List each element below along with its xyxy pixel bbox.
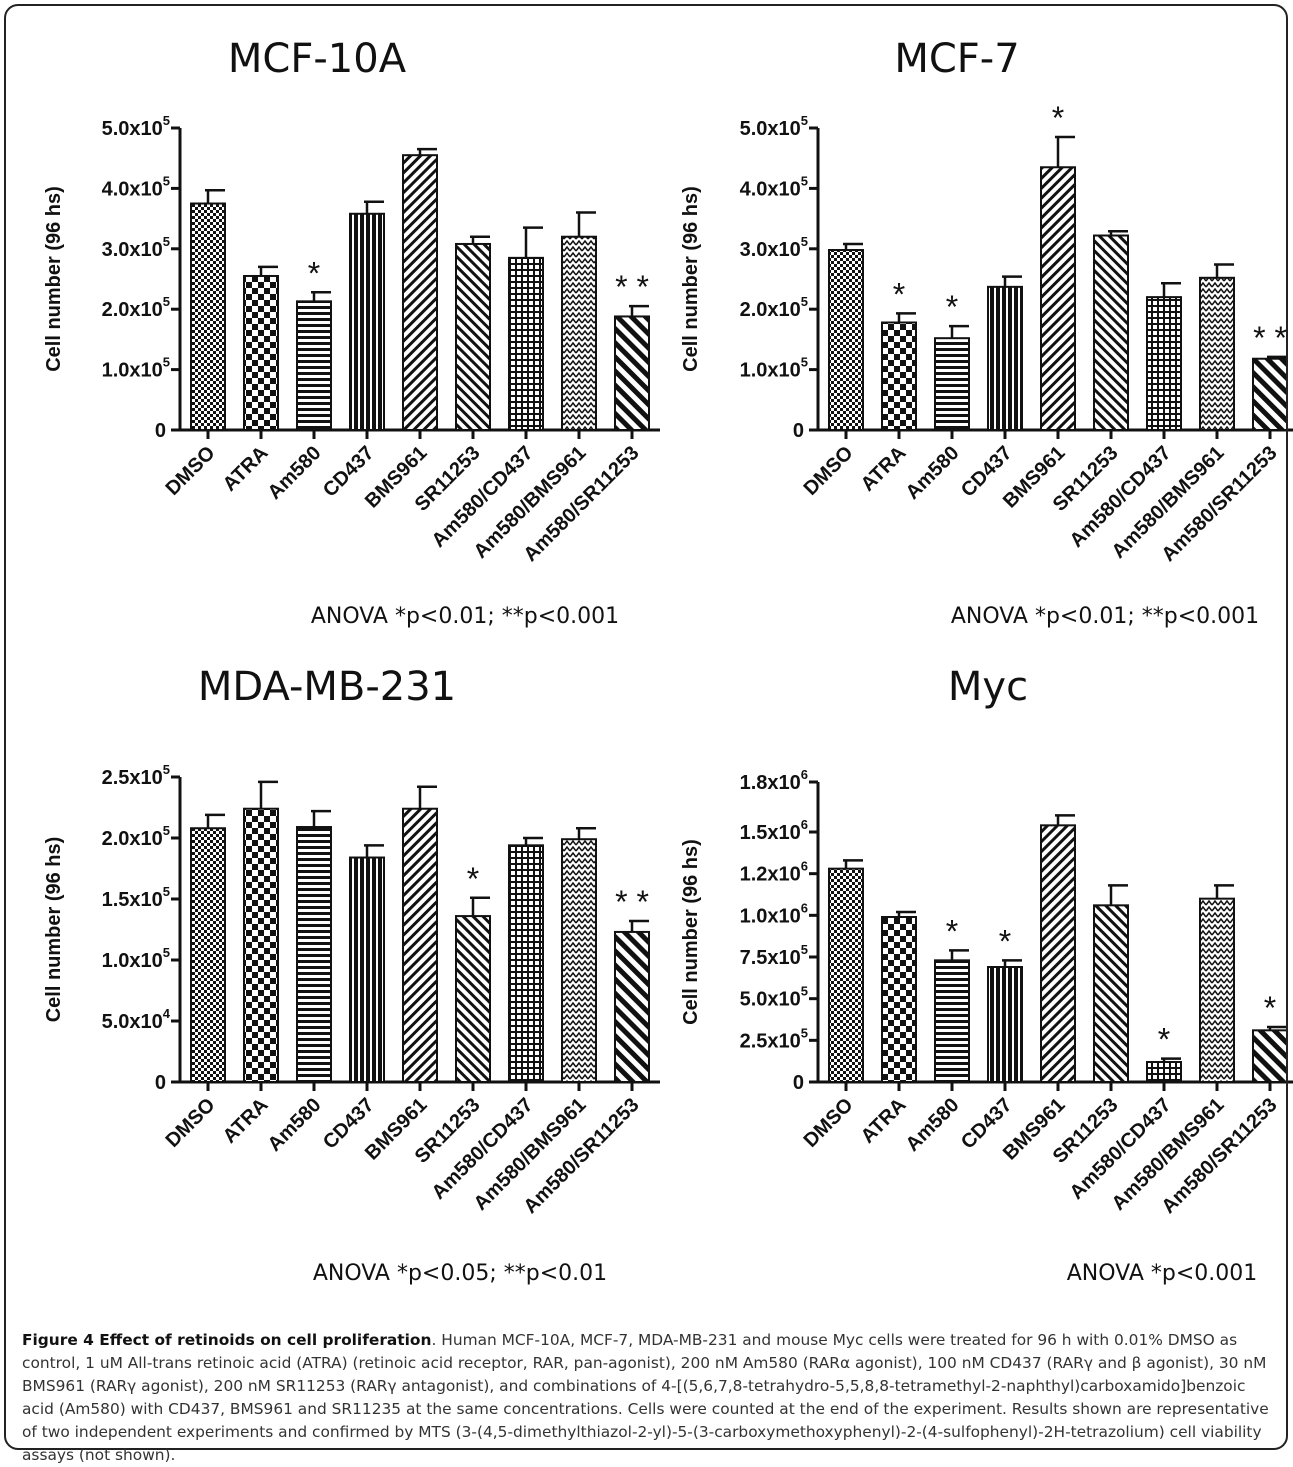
bar-am580-sr11253 [614,930,650,1083]
bar-atra [881,321,917,432]
chart-title: MDA-MB-231 [198,664,456,710]
y-tick-label: 2.0x105 [102,823,170,850]
figure-border [4,4,1288,1450]
bar-bms961 [1040,166,1076,431]
charts-canvas: MCF-10A Cell number (96 hs) 0 1.0x105 2.0x10… [43,36,1293,1286]
significance-mark: * [1052,100,1064,136]
bar-cd437 [349,212,385,431]
y-axis-label: Cell number (96 hs) [43,186,65,372]
y-tick-label: 2.5x105 [102,762,170,789]
y-tick-label: 1.2x106 [740,859,808,886]
y-tick-label: 3.0x105 [740,234,808,261]
anova-note: ANOVA *p<0.05; **p<0.01 [313,1261,607,1286]
significance-mark: * [467,861,479,897]
significance-mark: * * [615,884,649,920]
bar-sr11253 [1093,904,1129,1083]
bar-sr11253 [1093,234,1129,431]
y-tick-label: 2.5x105 [740,1025,808,1052]
bar-dmso [828,867,864,1084]
chart-title: MCF-7 [894,36,1019,82]
y-tick-label: 3.0x105 [102,234,170,261]
y-axis-label: Cell number (96 hs) [680,186,702,372]
y-tick-label: 1.0x105 [740,355,808,382]
bar-am580-cd437 [1146,296,1182,431]
y-tick-label: 7.5x105 [740,942,808,969]
bar-cd437 [349,856,385,1084]
bar-bms961 [1040,824,1076,1083]
y-tick-label: 1.5x106 [740,817,808,844]
significance-mark: * * [1253,320,1287,356]
bar-am580-bms961 [1199,276,1235,431]
chart-panel-2: MCF-7 Cell number (96 hs) 0 1.0x105 2.0x105 3… [680,36,1293,629]
bar-am580 [934,959,970,1083]
bar-dmso [190,827,226,1083]
bar-am580-sr11253 [1252,357,1288,431]
y-tick-label: 5.0x105 [740,113,808,140]
bar-am580-bms961 [1199,897,1235,1084]
y-tick-label: 0 [155,420,166,442]
chart-title: MCF-10A [228,36,407,82]
y-tick-label: 5.0x105 [102,113,170,140]
bar-cd437 [987,966,1023,1083]
bar-am580 [934,337,970,431]
bar-am580-cd437 [508,844,544,1083]
y-tick-label: 4.0x105 [102,173,170,200]
bar-dmso [190,202,226,431]
y-tick-label: 0 [793,1072,804,1094]
y-tick-label: 1.0x105 [102,355,170,382]
bar-am580-bms961 [561,235,597,431]
significance-mark: * [1264,990,1276,1026]
bar-am580-sr11253 [1252,1029,1288,1084]
bar-sr11253 [455,242,491,431]
significance-mark: * [999,923,1011,959]
y-tick-label: 5.0x104 [102,1006,171,1033]
y-tick-label: 1.8x106 [740,767,808,794]
significance-mark: * [308,255,320,291]
bar-am580 [296,826,332,1084]
significance-mark: * [946,289,958,325]
y-axis-label: Cell number (96 hs) [43,837,65,1023]
significance-mark: * * [615,269,649,305]
bar-am580-cd437 [508,256,544,431]
bar-atra [881,916,917,1083]
y-tick-label: 0 [793,420,804,442]
y-axis-label: Cell number (96 hs) [680,839,702,1025]
bar-am580 [296,300,332,431]
bar-bms961 [402,807,438,1083]
y-tick-label: 1.0x106 [740,900,808,927]
figure-caption: Figure 4 Effect of retinoids on cell pro… [22,1329,1274,1467]
y-tick-label: 1.0x105 [102,945,170,972]
caption-text: . Human MCF-10A, MCF-7, MDA-MB-231 and m… [22,1331,1269,1464]
y-tick-label: 1.5x105 [102,884,170,911]
anova-note: ANOVA *p<0.01; **p<0.001 [951,604,1259,629]
y-tick-label: 0 [155,1072,166,1094]
anova-note: ANOVA *p<0.001 [1067,1261,1258,1286]
significance-mark: * [1158,1022,1170,1058]
significance-mark: * [893,276,905,312]
bar-atra [243,274,279,432]
significance-mark: * [946,913,958,949]
chart-title: Myc [948,664,1028,710]
bar-dmso [828,249,864,431]
bar-bms961 [402,154,438,431]
y-tick-label: 2.0x105 [740,294,808,321]
y-tick-label: 2.0x105 [102,294,170,321]
y-tick-label: 4.0x105 [740,173,808,200]
caption-label: Figure 4 Effect of retinoids on cell pro… [22,1331,432,1349]
y-tick-label: 5.0x105 [740,984,808,1011]
anova-note: ANOVA *p<0.01; **p<0.001 [311,604,619,629]
